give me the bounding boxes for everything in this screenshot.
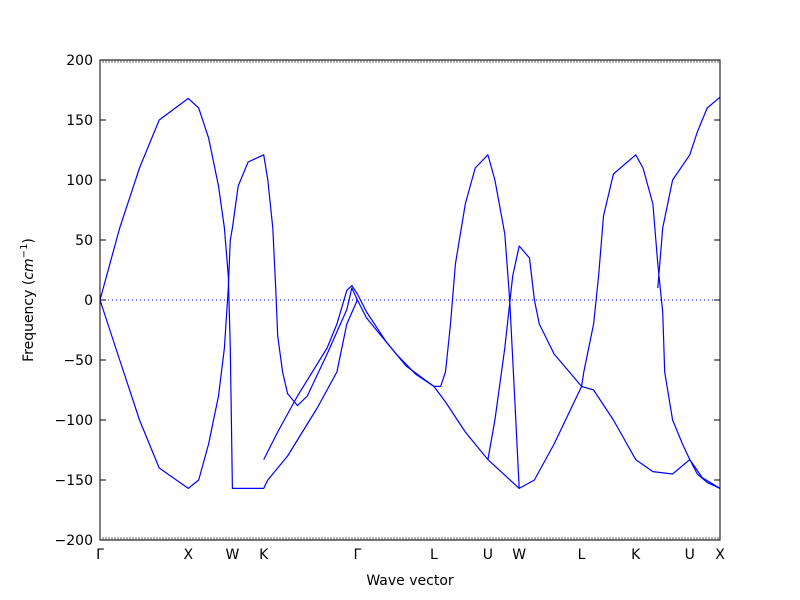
branch-line-2: [99, 154, 358, 489]
y-axis-label-suffix: ): [21, 238, 37, 243]
x-tick-label: X: [715, 547, 725, 563]
x-tick-label: W: [512, 547, 526, 563]
x-tick-label: Γ: [96, 547, 104, 563]
x-tick-label: K: [631, 547, 641, 563]
x-tick-label: U: [685, 547, 695, 563]
x-tick-label: X: [183, 547, 193, 563]
y-axis-label: Frequency (cm−1): [19, 238, 37, 362]
y-tick-label: 50: [75, 233, 93, 249]
y-tick-label: −50: [63, 353, 93, 369]
x-tick-label: Γ: [353, 547, 361, 563]
x-tick-label: L: [430, 547, 438, 563]
x-tick-label: W: [225, 547, 239, 563]
y-tick-label: −150: [55, 473, 93, 489]
y-tick-label: 200: [66, 53, 93, 69]
y-axis-label-exponent: −1: [19, 244, 30, 259]
y-axis-ticks: −200 −150 −100 −50 0 50 100 150 200: [55, 53, 720, 549]
branch-line-4: [487, 154, 721, 489]
y-axis-label-unit: cm: [21, 258, 37, 279]
y-tick-label: 150: [66, 113, 93, 129]
dispersion-branches: [99, 96, 721, 489]
branch-line-3: [263, 154, 520, 489]
branch-line-5: [657, 96, 721, 289]
x-tick-label: U: [483, 547, 493, 563]
y-tick-label: 0: [84, 293, 93, 309]
plot-frame: [99, 59, 721, 541]
y-tick-label: 100: [66, 173, 93, 189]
x-tick-label: L: [578, 547, 586, 563]
x-axis-label: Wave vector: [366, 573, 454, 589]
y-tick-label: −100: [55, 413, 93, 429]
y-tick-label: −200: [55, 533, 93, 549]
y-axis-label-prefix: Frequency (: [21, 280, 37, 362]
branch-line-1: [99, 97, 721, 489]
x-tick-label: K: [259, 547, 269, 563]
